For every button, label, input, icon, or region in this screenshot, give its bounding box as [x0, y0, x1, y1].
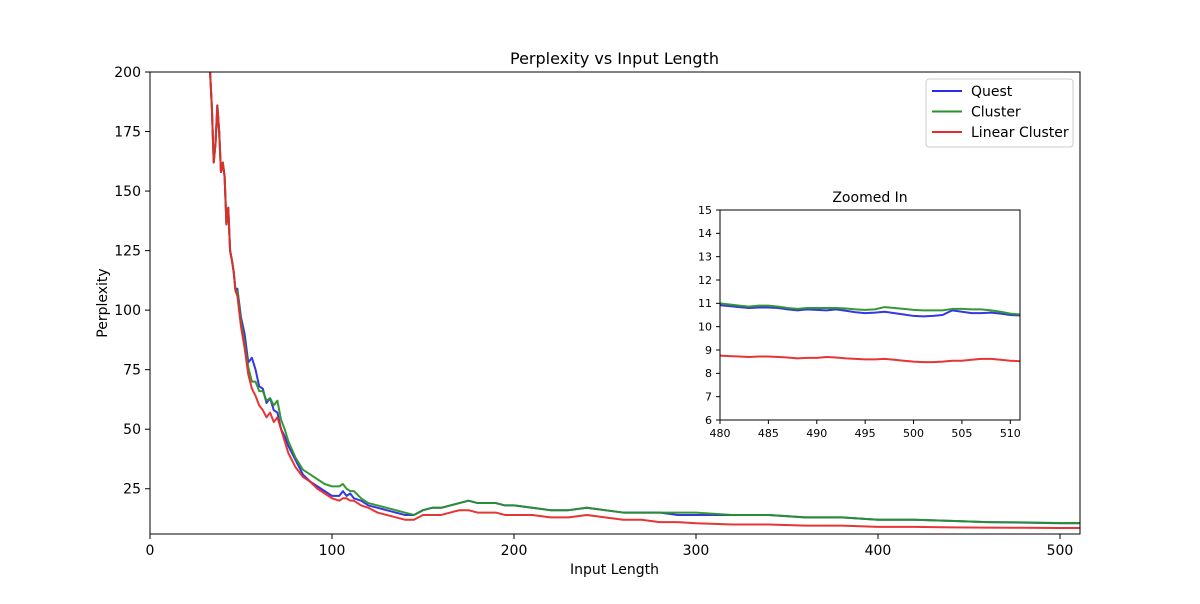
inset-series-line-quest	[720, 304, 1020, 318]
main-x-tick-label: 500	[1047, 543, 1074, 559]
main-y-tick-label: 50	[123, 422, 141, 438]
inset-y-tick-label: 14	[698, 227, 712, 240]
inset-x-tick-label: 480	[710, 427, 731, 440]
main-plot-area: 0 100 200 300 400 500 25 50 75 100 125 150 175 200	[114, 65, 1081, 559]
inset-series-line-linear-cluster	[720, 354, 1020, 364]
inset-x-tick-label: 490	[806, 427, 827, 440]
inset-x-tick-label: 510	[1000, 427, 1021, 440]
main-series-line-linear-cluster	[209, 72, 1080, 530]
main-x-tick-label: 0	[146, 543, 155, 559]
main-x-tick-label: 300	[683, 543, 710, 559]
inset-background	[720, 210, 1020, 420]
main-x-axis-label: Input Length	[570, 562, 659, 578]
inset-y-tick-label: 13	[698, 251, 712, 264]
legend-label-linear-cluster: Linear Cluster	[971, 125, 1069, 141]
main-y-tick-label: 75	[123, 363, 141, 379]
inset-y-tick-label: 8	[705, 367, 712, 380]
main-y-tick-label: 175	[114, 124, 141, 140]
main-y-tick-label: 125	[114, 244, 141, 260]
legend-frame	[925, 78, 1074, 148]
main-chart-title: Perplexity vs Input Length	[510, 49, 719, 68]
inset-x-tick-label: 500	[903, 427, 924, 440]
inset-y-tick-label: 15	[698, 204, 712, 217]
main-y-tick-label: 25	[123, 482, 141, 498]
main-x-tick-label: 200	[501, 543, 528, 559]
legend-label-cluster: Cluster	[971, 105, 1021, 121]
main-axes-frame	[149, 71, 1081, 535]
main-y-axis-label: Perplexity	[95, 268, 111, 337]
inset-x-tick-label: 485	[758, 427, 779, 440]
main-y-tick-label: 150	[114, 184, 141, 200]
main-series-group	[209, 72, 1080, 530]
inset-series-line-cluster	[720, 302, 1020, 316]
inset-series-group	[720, 302, 1020, 364]
main-y-tick-label: 100	[114, 303, 141, 319]
legend: Quest Cluster Linear Cluster	[925, 78, 1074, 148]
inset-axes-frame	[719, 209, 1021, 421]
inset-y-tick-label: 9	[705, 344, 712, 357]
main-x-tick-label: 100	[319, 543, 346, 559]
main-x-tick-label: 400	[865, 543, 892, 559]
inset-y-tick-label: 11	[698, 297, 712, 310]
inset-x-tick-label: 505	[951, 427, 972, 440]
inset-y-tick-label: 6	[705, 414, 712, 427]
inset-plot-area: 480 485 490 495 500 505 510 6 7 8 9 10 11 12 13 14 15	[698, 204, 1021, 440]
inset-y-tick-label: 12	[698, 274, 712, 287]
inset-y-tick-label: 7	[705, 391, 712, 404]
inset-y-tick-label: 10	[698, 321, 712, 334]
inset-x-tick-label: 495	[855, 427, 876, 440]
legend-label-quest: Quest	[971, 84, 1013, 100]
inset-chart-title: Zoomed In	[832, 190, 907, 206]
main-y-tick-label: 200	[114, 65, 141, 81]
